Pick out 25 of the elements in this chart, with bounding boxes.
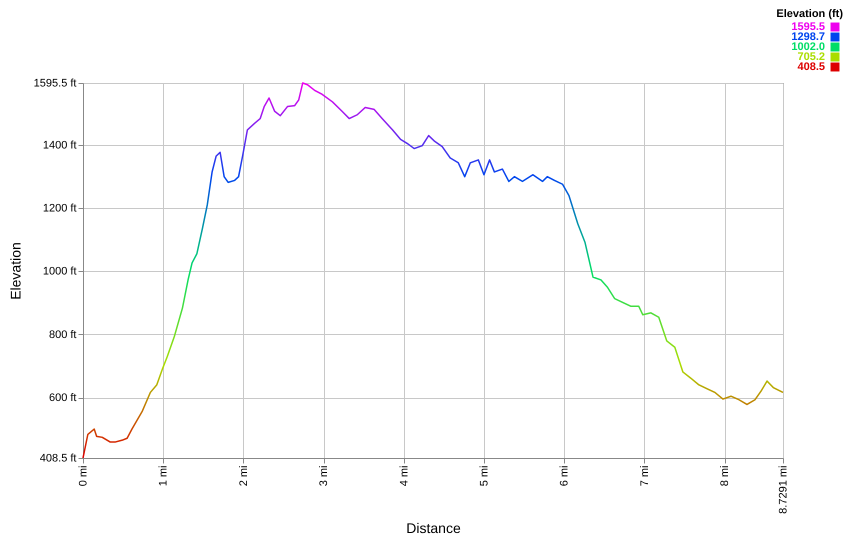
- x-tick-label: 8.7291 mi: [778, 466, 790, 514]
- y-tick-label: 408.5 ft: [40, 452, 76, 464]
- y-tick-label: 1000 ft: [42, 266, 76, 278]
- y-tick-label: 1595.5 ft: [34, 78, 76, 90]
- x-tick-label: 4 mi: [398, 466, 410, 486]
- color-bar-label: 1002.0: [791, 41, 825, 53]
- color-bar-label: 408.5: [797, 61, 825, 73]
- y-tick-label: 1400 ft: [42, 139, 76, 152]
- color-bar-title: Elevation (ft): [776, 8, 844, 20]
- x-tick-label: 3 mi: [318, 466, 330, 486]
- x-tick-label: 5 mi: [478, 466, 490, 486]
- y-tick-label: 1200 ft: [42, 202, 76, 214]
- x-tick-label: 1 mi: [158, 466, 170, 486]
- x-tick-label: 6 mi: [558, 466, 571, 486]
- color-bar-label: 705.2: [797, 51, 825, 63]
- y-tick-label: 800 ft: [48, 328, 76, 341]
- x-tick-label: 8 mi: [719, 466, 732, 486]
- x-tick-label: 0 mi: [78, 466, 90, 486]
- x-tick-label: 2 mi: [238, 466, 250, 486]
- y-axis-title: Elevation: [8, 242, 24, 300]
- color-bar-label: 1298.7: [791, 31, 825, 43]
- y-tick-label: 600 ft: [48, 392, 76, 404]
- x-tick-label: 7 mi: [638, 466, 651, 486]
- x-axis-title: Distance: [406, 520, 461, 536]
- color-bar-label: 1595.5: [791, 21, 825, 33]
